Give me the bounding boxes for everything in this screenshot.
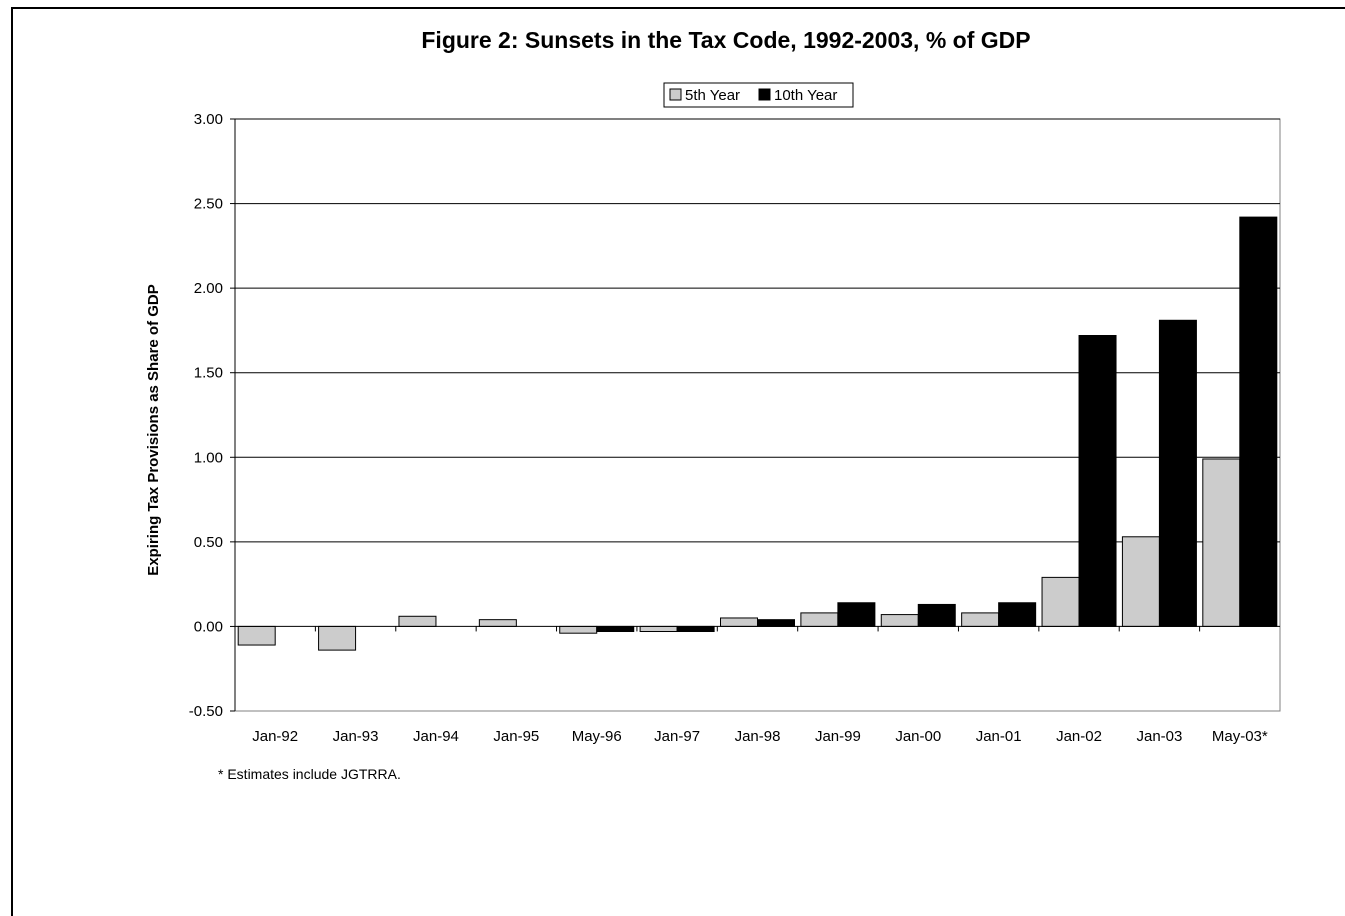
legend-label-10th-year: 10th Year (774, 87, 837, 104)
y-tick-label: -0.50 (189, 703, 223, 720)
legend-label-5th-year: 5th Year (685, 87, 740, 104)
y-tick-label: 0.50 (194, 534, 223, 551)
bar-5th-year-jan-03 (1121, 536, 1160, 627)
chart-legend: 5th Year 10th Year (663, 82, 854, 108)
y-tick-label: 2.00 (194, 280, 223, 297)
bar-5th-year-jan-98 (720, 617, 758, 627)
x-tick-label: Jan-02 (1056, 728, 1102, 745)
x-tick-label: Jan-01 (976, 728, 1022, 745)
x-tick-label: Jan-03 (1136, 728, 1182, 745)
x-tick-label: Jan-93 (333, 728, 379, 745)
bar-5th-year-jan-94 (398, 615, 437, 627)
y-axis-label: Expiring Tax Provisions as Share of GDP (145, 284, 162, 575)
bar-10th-year-jan-03 (1158, 319, 1197, 627)
y-tick-labels: -0.50 0.00 0.50 1.00 1.50 2.00 2.50 3.00 (189, 111, 223, 720)
legend-swatch-5th-year (669, 88, 682, 101)
bar-10th-year-jan-98 (757, 619, 795, 627)
bar-5th-year-jan-01 (961, 612, 1000, 627)
bar-10th-year-jan-02 (1078, 335, 1117, 627)
bar-5th-year-jan-93 (318, 625, 357, 651)
axes (230, 118, 1280, 712)
x-tick-label: Jan-97 (654, 728, 700, 745)
bar-5th-year-may-96 (559, 625, 598, 634)
footnote: * Estimates include JGTRRA. (218, 766, 401, 782)
bar-10th-year-jan-01 (998, 602, 1037, 627)
x-tick-label: Jan-98 (735, 728, 781, 745)
x-tick-label: Jan-94 (413, 728, 459, 745)
y-tick-label: 2.50 (194, 196, 223, 213)
bar-5th-year-may-03- (1202, 458, 1241, 627)
x-tick-label: May-03* (1212, 728, 1268, 745)
bar-5th-year-jan-92 (237, 625, 276, 646)
y-tick-label: 1.50 (194, 365, 223, 382)
bar-10th-year-may-03- (1239, 216, 1278, 627)
bar-5th-year-jan-02 (1041, 576, 1080, 627)
x-tick-label: May-96 (572, 728, 622, 745)
x-tick-labels: Jan-92 Jan-93 Jan-94 Jan-95 May-96 Jan-97 Jan-… (252, 728, 1268, 745)
x-tick-label: Jan-92 (252, 728, 298, 745)
x-tick-label: Jan-95 (493, 728, 539, 745)
bar-10th-year-jan-00 (917, 603, 956, 627)
bar-5th-year-jan-95 (478, 619, 517, 627)
bar-10th-year-jan-97 (676, 625, 715, 633)
bar-10th-year-jan-99 (837, 602, 876, 627)
bar-10th-year-may-96 (596, 625, 635, 633)
legend-swatch-10th-year (758, 88, 771, 101)
y-tick-label: 3.00 (194, 111, 223, 128)
chart-frame (11, 7, 1345, 916)
chart-title: Figure 2: Sunsets in the Tax Code, 1992-… (421, 27, 1030, 53)
y-tick-label: 0.00 (194, 618, 223, 635)
bar-5th-year-jan-00 (880, 614, 919, 627)
x-tick-label: Jan-00 (895, 728, 941, 745)
bar-5th-year-jan-99 (800, 612, 839, 627)
y-tick-label: 1.00 (194, 449, 223, 466)
bar-5th-year-jan-97 (639, 625, 678, 633)
x-tick-label: Jan-99 (815, 728, 861, 745)
